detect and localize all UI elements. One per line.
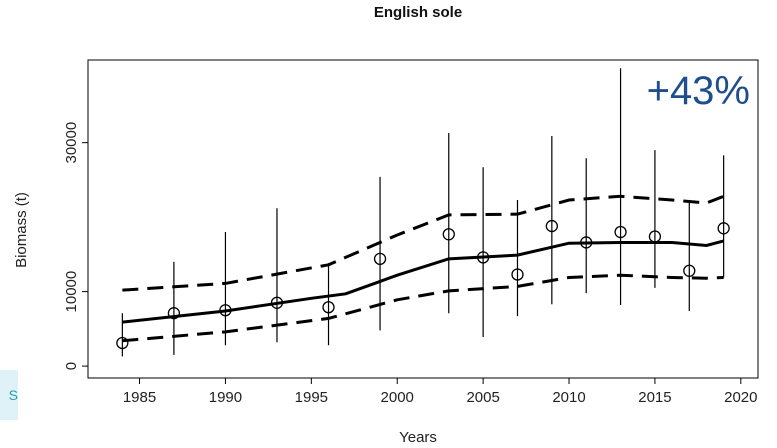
x-tick-label: 2015	[638, 389, 671, 406]
x-tick-label: 2005	[466, 389, 499, 406]
survey-point	[167, 307, 181, 320]
survey-point	[373, 252, 387, 265]
x-axis-label: Years	[399, 429, 437, 446]
y-tick-label: 30000	[63, 122, 80, 164]
annotation: +43%	[647, 69, 750, 113]
x-tick-label: 1985	[123, 389, 156, 406]
survey-point	[476, 251, 490, 264]
survey-point	[614, 225, 627, 239]
side-fragment: S	[0, 370, 18, 420]
x-tick-label: 1995	[295, 389, 328, 406]
x-tick-label: 1990	[209, 389, 242, 406]
x-tick-label: 2000	[381, 389, 414, 406]
x-tick-label: 2020	[724, 389, 757, 406]
survey-point	[442, 228, 455, 241]
x-tick-label: 2010	[552, 389, 585, 406]
survey-point	[116, 336, 129, 350]
y-tick-label: 0	[63, 362, 80, 370]
chart-title: English sole	[373, 4, 463, 21]
survey-point	[648, 230, 662, 243]
survey-point	[511, 268, 524, 281]
survey-point	[270, 296, 284, 309]
y-axis-label: Biomass (t)	[13, 192, 30, 268]
plot-frame	[87, 59, 759, 379]
survey-point	[683, 264, 696, 277]
survey-point	[322, 301, 335, 314]
survey-point	[580, 236, 593, 249]
trend-line	[122, 239, 725, 324]
survey-point	[545, 219, 558, 233]
survey-point	[219, 304, 232, 317]
survey-point	[717, 222, 730, 235]
y-tick-label: 10000	[63, 271, 80, 313]
